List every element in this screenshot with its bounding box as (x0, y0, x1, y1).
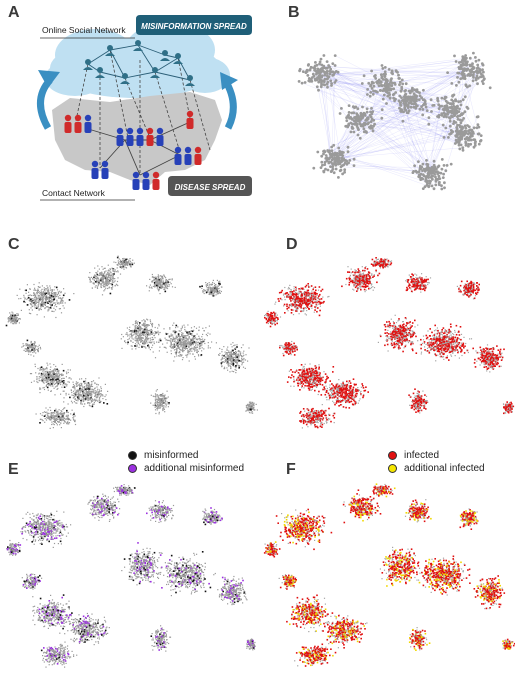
panel-e: E (0, 455, 258, 685)
arrow-head-right-icon (220, 72, 238, 90)
contact-network-label: Contact Network (42, 188, 106, 198)
panel-b: B (260, 0, 515, 230)
misinformation-badge-shape (136, 15, 252, 35)
legend-dot-misinformed (128, 451, 137, 460)
legend-infection: infected additional infected (388, 449, 485, 475)
panel-label-c: C (8, 236, 20, 253)
legend-dot-additional-infected (388, 464, 397, 473)
disease-badge-text: DISEASE SPREAD (175, 183, 246, 192)
legend-dot-additional-misinformed (128, 464, 137, 473)
network-plot-f (263, 483, 515, 667)
people-group-left (64, 114, 92, 133)
legend-item-infected: infected (388, 449, 485, 462)
people-single-red (186, 110, 194, 129)
people-group-right (174, 146, 202, 165)
panel-label-d: D (286, 236, 298, 253)
legend-misinformation: misinformed additional misinformed (128, 449, 244, 475)
online-cloud (45, 22, 230, 98)
legend-dot-infected (388, 451, 397, 460)
panel-d: D (258, 230, 515, 445)
people-group-bottom-center (132, 171, 160, 190)
panel-f: F (258, 455, 515, 685)
people-group-center (116, 127, 164, 146)
network-plot-c (5, 255, 258, 429)
panel-label-a: A (8, 4, 20, 21)
panel-label-f: F (286, 461, 296, 478)
legend-item-additional-misinformed: additional misinformed (128, 462, 244, 475)
legend-label-misinformed: misinformed (144, 450, 199, 461)
disease-badge-shape (168, 176, 252, 196)
arrow-head-left-icon (38, 70, 60, 88)
people-group-bottom-left (91, 160, 109, 179)
network-plot-e (6, 484, 256, 668)
legend-item-additional-infected: additional infected (388, 462, 485, 475)
network-plot-b (297, 51, 492, 191)
network-plot-d (264, 257, 515, 429)
panel-label-e: E (8, 461, 19, 478)
legend-label-infected: infected (404, 450, 440, 461)
panel-c: C (0, 230, 258, 445)
legend-item-misinformed: misinformed (128, 449, 244, 462)
online-nodes (83, 40, 195, 86)
legend-label-additional-misinformed: additional misinformed (144, 463, 245, 474)
legend-label-additional-infected: additional infected (404, 463, 485, 474)
panel-a: A (0, 0, 260, 230)
misinformation-badge-text: MISINFORMATION SPREAD (141, 22, 247, 31)
interlayer-links (74, 49, 211, 175)
panel-label-b: B (288, 4, 300, 21)
multiplex-diagram: MISINFORMATION SPREAD DISEASE SPREAD Onl… (37, 15, 252, 201)
online-network-label: Online Social Network (42, 25, 126, 35)
